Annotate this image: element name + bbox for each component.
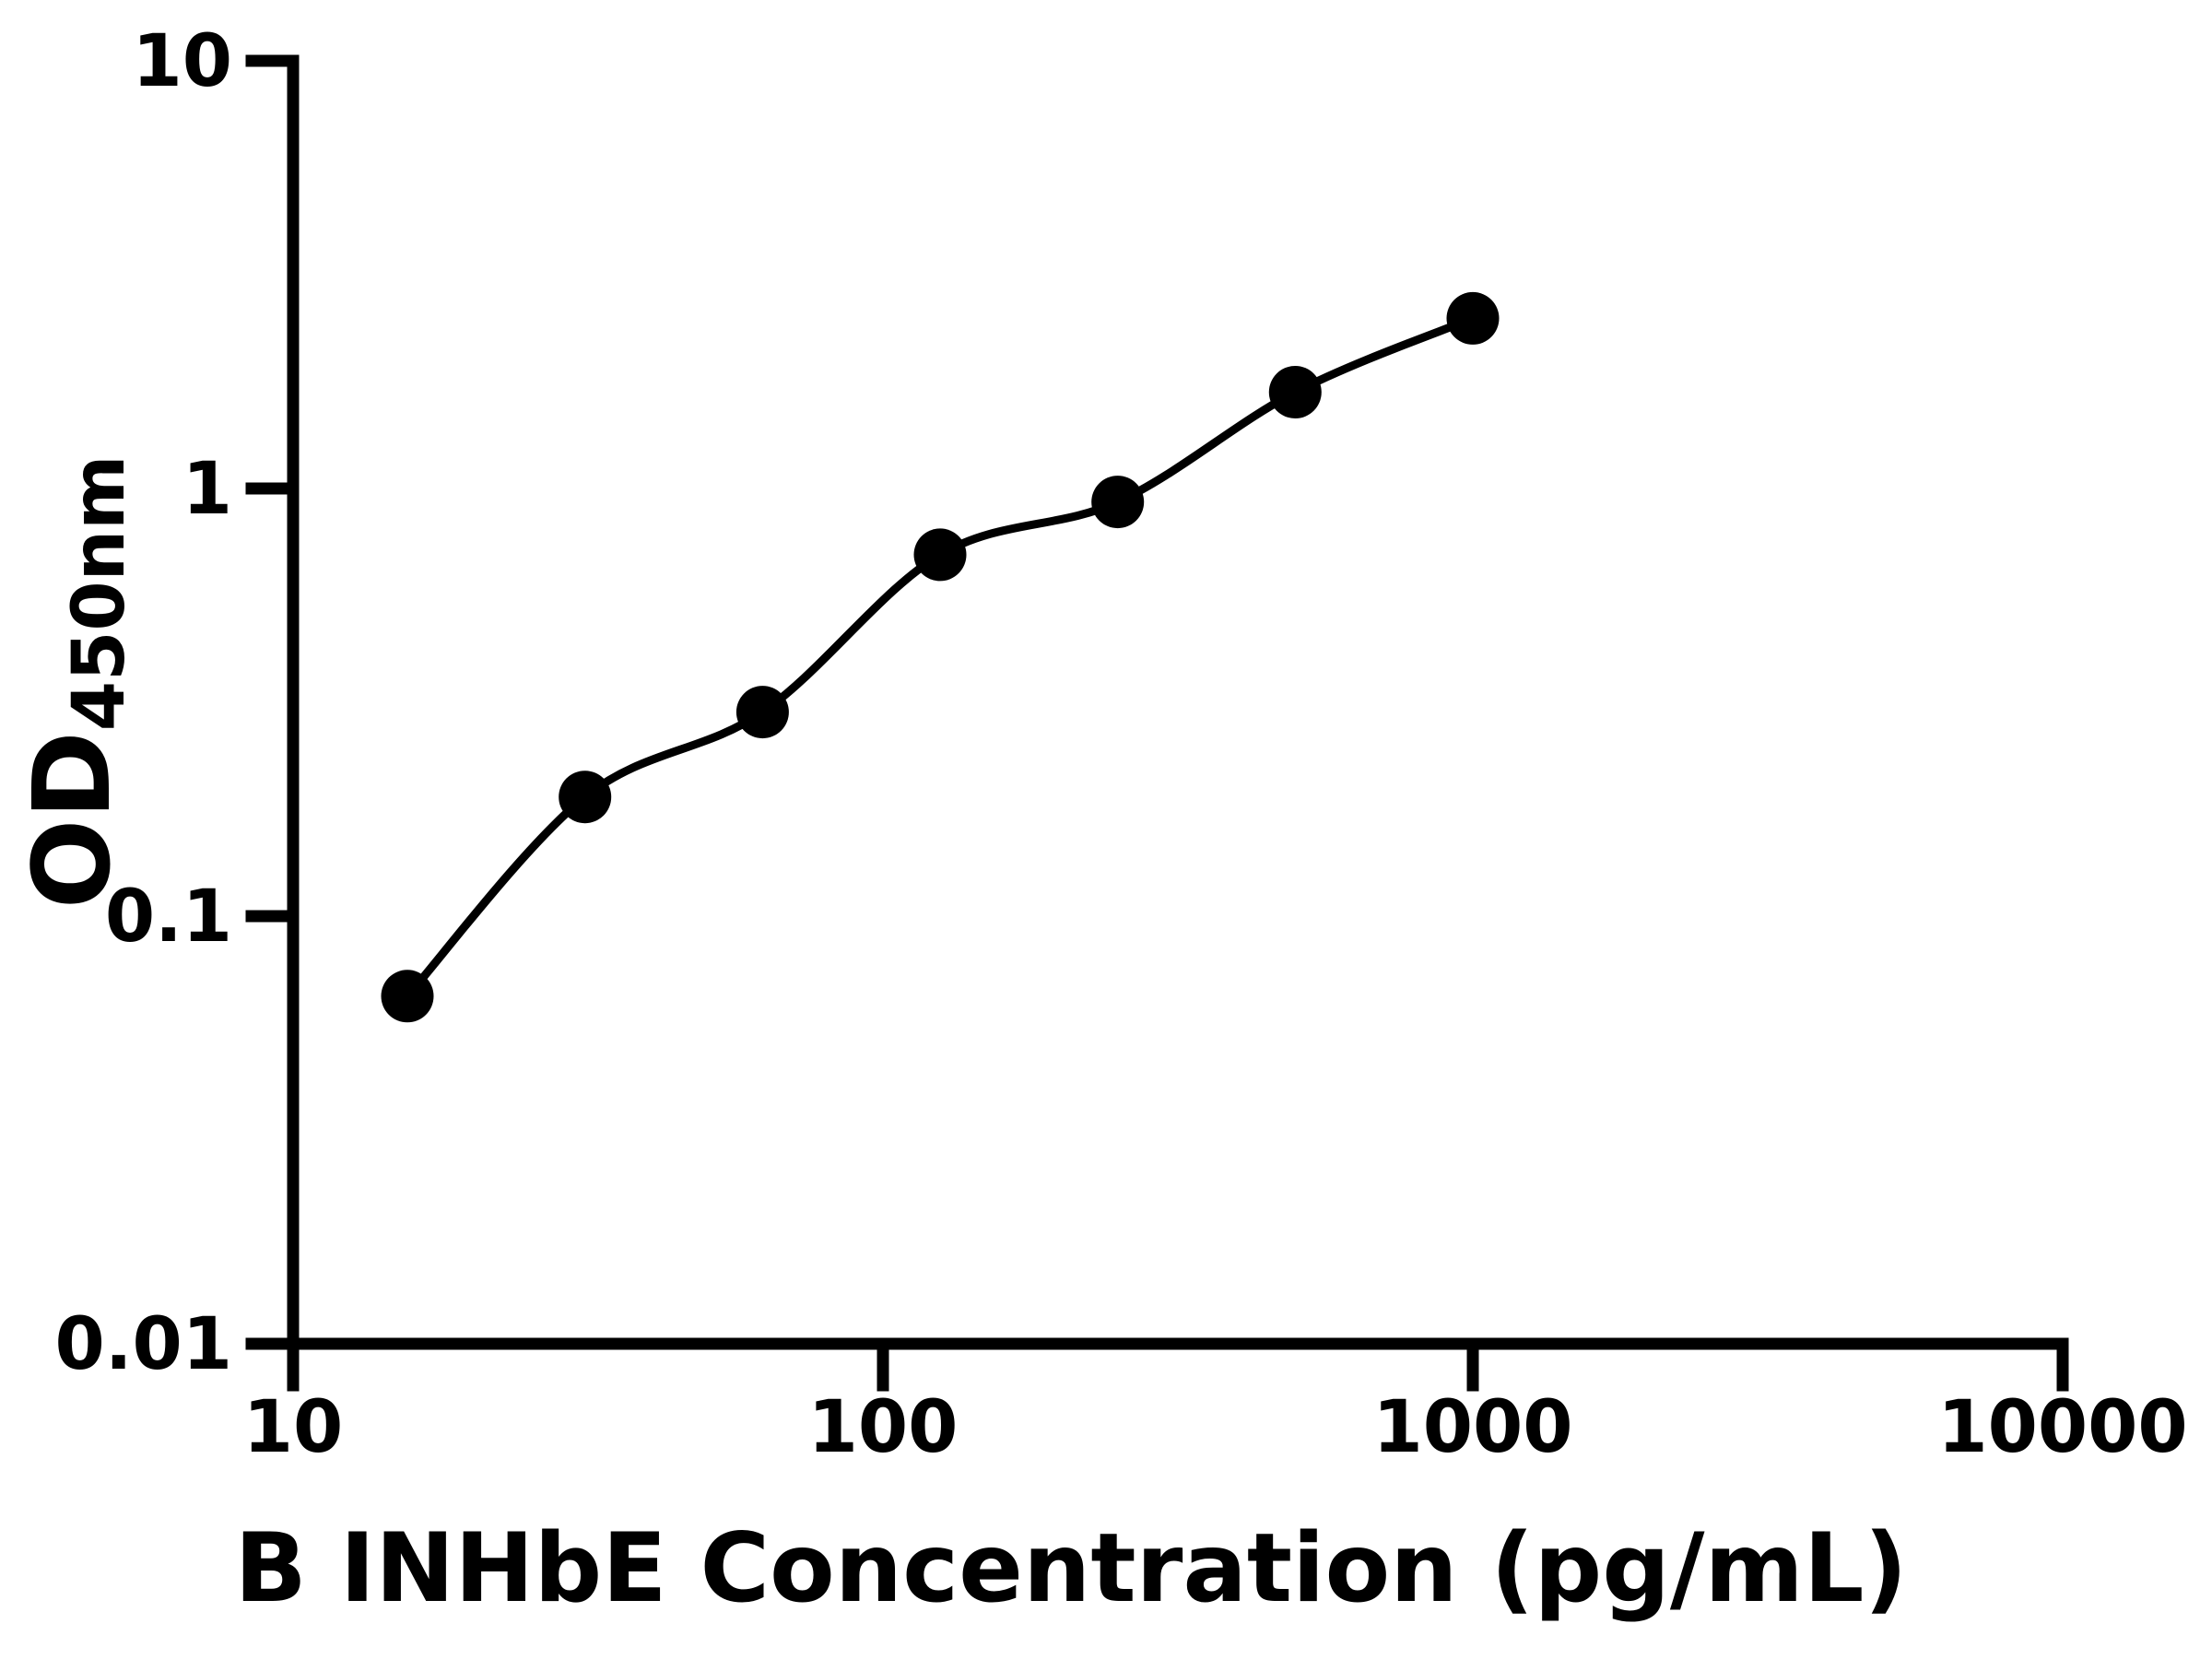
- y-axis-tick-labels: 0.01 0.1 1 10: [55, 20, 232, 1386]
- x-tick-label: 10000: [1937, 1386, 2187, 1469]
- y-tick-label: 10: [132, 20, 232, 103]
- x-axis-title: B INHbE Concentration (pg/mL): [234, 1513, 1907, 1624]
- data-point: [913, 528, 967, 582]
- data-point: [1091, 476, 1145, 529]
- fit-curve-group: [404, 314, 1475, 999]
- data-point: [559, 771, 612, 824]
- x-axis-tick-labels: 10 100 1000 10000: [243, 1386, 2188, 1469]
- x-tick-label: 100: [808, 1386, 959, 1469]
- x-tick-label: 1000: [1372, 1386, 1572, 1469]
- y-tick-label: 0.1: [105, 876, 232, 959]
- data-point: [1446, 291, 1500, 345]
- data-points-group: [381, 291, 1500, 1023]
- y-axis-title-main: OD: [11, 731, 135, 909]
- y-tick-label: 1: [182, 448, 232, 531]
- y-axis-title: OD450nm: [11, 455, 141, 910]
- x-tick-label: 10: [243, 1386, 344, 1469]
- x-axis-ticks: [287, 1344, 2069, 1392]
- data-point: [381, 970, 434, 1023]
- fit-curve: [404, 314, 1475, 999]
- y-axis-title-subscript: 450nm: [58, 455, 141, 732]
- y-tick-label: 0.01: [55, 1303, 232, 1386]
- y-axis-ticks: [245, 54, 293, 1350]
- data-point: [735, 686, 789, 739]
- data-point: [1268, 366, 1322, 418]
